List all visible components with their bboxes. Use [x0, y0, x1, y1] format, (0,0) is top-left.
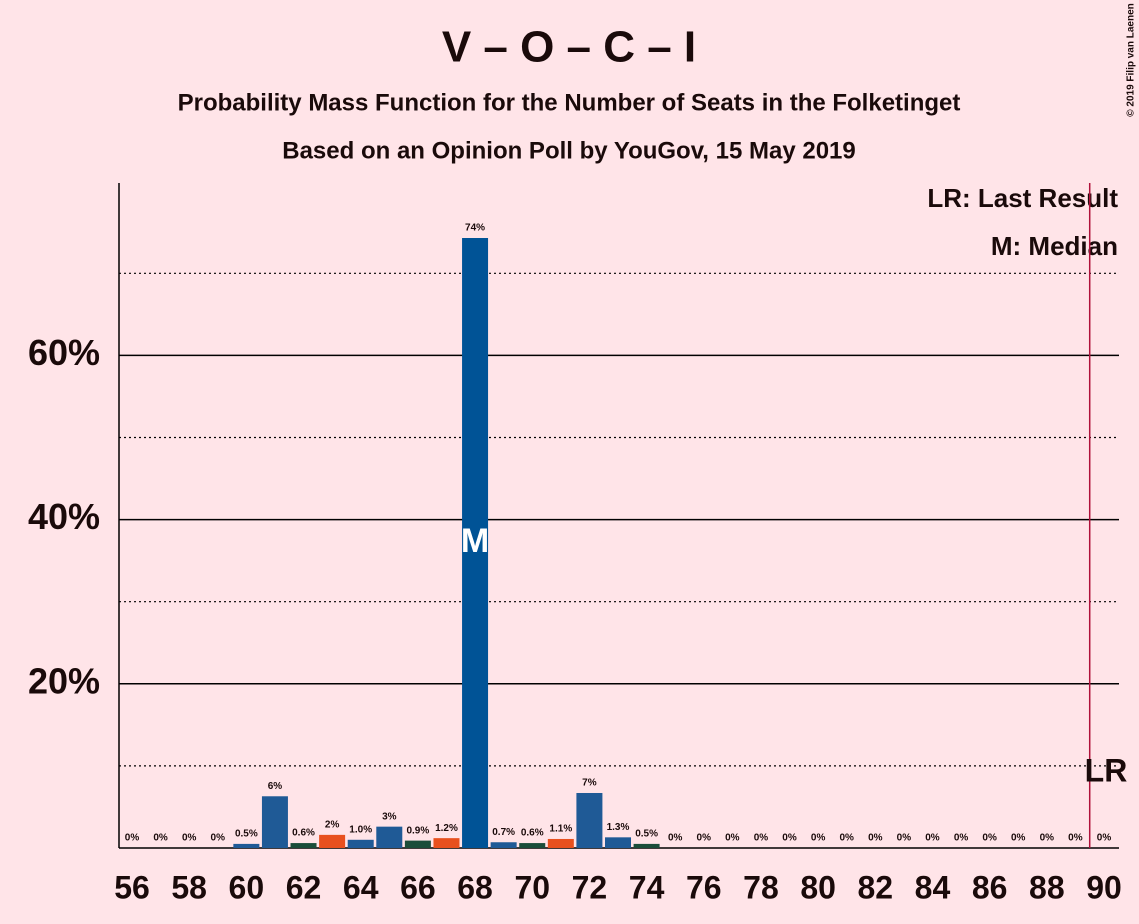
value-label: 0.5% [635, 829, 658, 840]
value-label: 0.6% [521, 828, 544, 839]
value-label: 7% [582, 778, 597, 789]
bar [290, 843, 317, 848]
legend-entry: M: Median [991, 231, 1118, 261]
value-label: 0% [868, 833, 883, 844]
x-tick-label: 74 [629, 869, 665, 905]
median-marker: M [461, 522, 489, 560]
value-label: 6% [268, 781, 283, 792]
x-tick-label: 62 [286, 869, 322, 905]
value-label: 0% [182, 833, 197, 844]
value-label: 0% [954, 833, 969, 844]
value-label: 0.9% [406, 825, 429, 836]
x-tick-label: 86 [972, 869, 1008, 905]
value-label: 74% [465, 223, 485, 234]
last-result-label: LR [1085, 752, 1128, 788]
value-label: 0% [925, 833, 940, 844]
bar [519, 843, 546, 848]
x-tick-label: 58 [171, 869, 207, 905]
bar [319, 834, 346, 848]
bar [376, 826, 403, 848]
bar [633, 843, 660, 848]
value-label: 1.0% [349, 824, 372, 835]
x-tick-label: 90 [1086, 869, 1122, 905]
value-label: 1.1% [549, 824, 572, 835]
x-tick-label: 80 [800, 869, 836, 905]
bar [576, 792, 603, 848]
bar [233, 843, 260, 848]
x-tick-label: 60 [229, 869, 265, 905]
value-label: 0% [668, 833, 683, 844]
value-label: 0% [811, 833, 826, 844]
value-label: 0% [897, 833, 912, 844]
x-tick-label: 68 [457, 869, 493, 905]
y-tick-label: 40% [28, 496, 100, 537]
value-label: 0% [754, 833, 769, 844]
x-tick-label: 70 [514, 869, 550, 905]
x-tick-label: 88 [1029, 869, 1065, 905]
y-tick-label: 20% [28, 660, 100, 701]
value-label: 0% [782, 833, 797, 844]
bar [347, 839, 374, 848]
x-tick-label: 84 [915, 869, 951, 905]
bar [547, 838, 574, 848]
value-label: 0.7% [492, 827, 515, 838]
x-tick-label: 64 [343, 869, 379, 905]
credit: © 2019 Filip van Laenen [1126, 3, 1137, 117]
value-label: 3% [382, 811, 397, 822]
value-label: 0% [725, 833, 740, 844]
x-tick-label: 76 [686, 869, 722, 905]
value-label: 0% [982, 833, 997, 844]
x-tick-label: 56 [114, 869, 150, 905]
value-label: 0% [839, 833, 854, 844]
value-label: 0% [1097, 833, 1112, 844]
value-label: 0% [153, 833, 168, 844]
value-label: 1.2% [435, 823, 458, 834]
legend-entry: LR: Last Result [927, 183, 1118, 213]
chart-subtitle: Based on an Opinion Poll by YouGov, 15 M… [282, 137, 855, 164]
chart-subtitle: Probability Mass Function for the Number… [178, 89, 961, 116]
bar [462, 238, 489, 849]
value-label: 1.3% [607, 822, 630, 833]
value-label: 0.5% [235, 829, 258, 840]
x-tick-label: 72 [572, 869, 608, 905]
x-tick-label: 78 [743, 869, 779, 905]
bar [490, 842, 517, 848]
bar [261, 796, 288, 848]
bar [433, 838, 460, 848]
bar [605, 837, 631, 848]
value-label: 0.6% [292, 828, 315, 839]
chart-title: V – O – C – I [442, 23, 696, 72]
x-tick-label: 66 [400, 869, 436, 905]
value-label: 2% [325, 820, 340, 831]
value-label: 0% [1011, 833, 1026, 844]
value-label: 0% [697, 833, 712, 844]
x-tick-label: 82 [857, 869, 893, 905]
value-label: 0% [211, 833, 226, 844]
value-label: 0% [125, 833, 140, 844]
y-tick-label: 60% [28, 332, 100, 373]
bar [404, 840, 431, 848]
value-label: 0% [1068, 833, 1083, 844]
value-label: 0% [1040, 833, 1055, 844]
